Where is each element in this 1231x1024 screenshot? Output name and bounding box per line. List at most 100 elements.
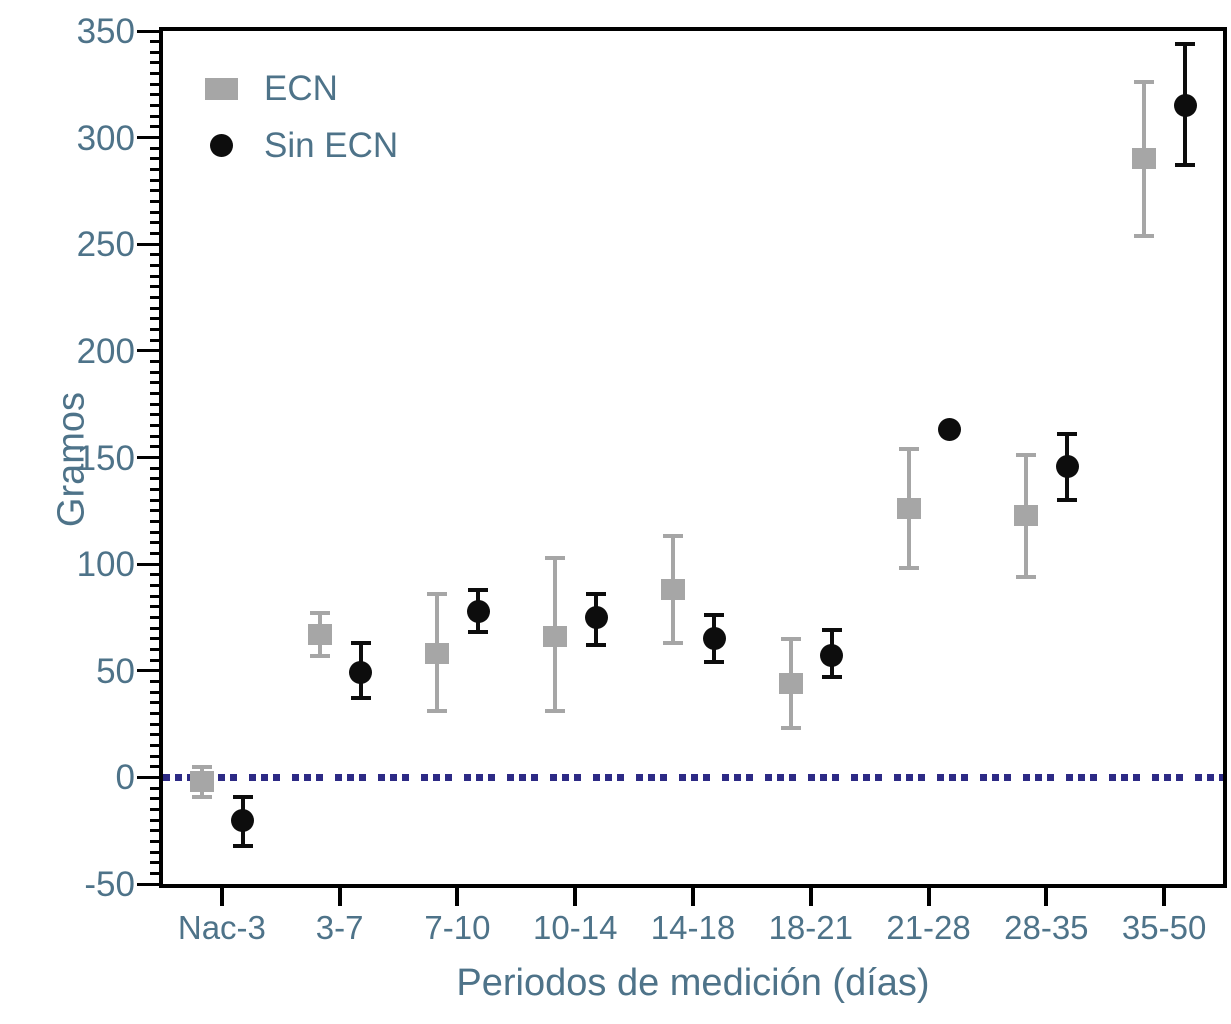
- data-point-marker-ECN: [1014, 504, 1039, 526]
- x-tick: [808, 884, 813, 906]
- y-minor-tick: [150, 360, 163, 364]
- x-tick-label: 7-10: [424, 909, 491, 946]
- data-point-marker-ECN: [661, 579, 685, 601]
- legend: ECN Sin ECN: [205, 60, 398, 174]
- zero-reference-line: [163, 773, 1223, 781]
- x-tick: [926, 884, 931, 906]
- error-bar-cap-top: [1016, 453, 1037, 458]
- x-tick: [337, 884, 342, 906]
- data-point-marker-Sin ECN: [820, 644, 844, 668]
- y-minor-tick: [150, 285, 163, 289]
- x-tick-label: 3-7: [315, 909, 364, 946]
- y-minor-tick: [150, 61, 163, 65]
- error-bar-cap-bottom: [1057, 498, 1078, 503]
- data-point-marker-Sin ECN: [938, 418, 962, 442]
- error-bar-cap-bottom: [232, 843, 253, 848]
- y-minor-tick: [150, 392, 163, 396]
- data-point-marker-Sin ECN: [1173, 94, 1197, 118]
- error-bar-cap-bottom: [704, 660, 724, 665]
- x-tick-label: 35-50: [1121, 909, 1207, 946]
- y-minor-tick: [150, 509, 163, 513]
- y-minor-tick: [150, 296, 163, 300]
- y-minor-tick: [150, 818, 163, 822]
- error-bar-cap-top: [468, 587, 489, 592]
- data-point-marker-ECN: [543, 626, 568, 648]
- y-major-tick: [137, 29, 163, 33]
- y-minor-tick: [150, 519, 163, 523]
- y-minor-tick: [150, 253, 163, 257]
- y-major-tick: [137, 136, 163, 140]
- data-point-marker-Sin ECN: [1055, 454, 1079, 478]
- y-minor-tick: [150, 125, 163, 129]
- y-minor-tick: [150, 328, 163, 332]
- data-point-marker-ECN: [1132, 148, 1157, 170]
- y-minor-tick: [150, 338, 163, 342]
- error-bar-cap-top: [704, 613, 724, 618]
- error-bar-cap-bottom: [663, 641, 683, 646]
- y-minor-tick: [150, 93, 163, 97]
- data-point-marker-Sin ECN: [702, 627, 726, 651]
- data-point-marker-ECN: [189, 771, 214, 793]
- x-axis-title: Periodos de medición (días): [456, 962, 930, 1004]
- error-bar-cap-top: [586, 591, 607, 596]
- x-tick: [1162, 884, 1167, 906]
- y-minor-tick: [150, 583, 163, 587]
- y-minor-tick: [150, 829, 163, 833]
- data-point-marker-Sin ECN: [584, 605, 608, 629]
- y-minor-tick: [150, 424, 163, 427]
- legend-label-ecn: ECN: [264, 68, 338, 108]
- y-major-tick: [137, 242, 163, 246]
- y-major-tick: [137, 562, 163, 566]
- y-minor-tick: [150, 647, 163, 651]
- y-minor-tick: [150, 690, 163, 694]
- y-minor-tick: [150, 573, 163, 577]
- error-bar-cap-bottom: [427, 709, 448, 714]
- y-minor-tick: [150, 82, 163, 86]
- error-bar-cap-bottom: [350, 696, 371, 701]
- y-tick-label: 200: [76, 331, 135, 371]
- error-bar-cap-bottom: [1134, 233, 1155, 238]
- error-bar-cap-bottom: [309, 653, 330, 658]
- y-minor-tick: [150, 765, 163, 769]
- y-major-tick: [137, 456, 163, 459]
- y-minor-tick: [150, 434, 163, 438]
- error-bar-cap-top: [545, 555, 566, 560]
- y-minor-tick: [150, 754, 163, 758]
- y-minor-tick: [150, 711, 163, 715]
- y-minor-tick: [150, 317, 163, 321]
- y-minor-tick: [150, 40, 163, 44]
- y-minor-tick: [150, 733, 163, 737]
- y-tick-label: 150: [76, 438, 135, 478]
- y-minor-tick: [150, 487, 163, 491]
- y-tick-label: 50: [96, 651, 135, 691]
- error-bar-cap-top: [350, 641, 371, 646]
- error-bar-cap-bottom: [468, 630, 489, 635]
- data-point-marker-ECN: [778, 673, 803, 695]
- y-minor-tick: [150, 232, 163, 236]
- y-minor-tick: [150, 146, 163, 150]
- y-minor-tick: [150, 445, 163, 449]
- error-bar-cap-top: [309, 611, 330, 616]
- y-minor-tick: [150, 72, 163, 76]
- error-bar-cap-top: [1057, 432, 1078, 437]
- x-tick: [573, 884, 578, 906]
- y-minor-tick: [150, 605, 163, 609]
- y-minor-tick: [150, 861, 163, 865]
- data-point-marker-ECN: [425, 643, 450, 665]
- error-bar-cap-top: [663, 534, 683, 539]
- error-bar-cap-top: [1175, 41, 1196, 46]
- y-minor-tick: [150, 850, 163, 854]
- y-tick-label: 0: [115, 758, 135, 798]
- y-minor-tick: [150, 594, 163, 598]
- x-tick: [219, 884, 224, 906]
- y-minor-tick: [150, 551, 163, 555]
- y-minor-tick: [150, 807, 163, 811]
- y-tick-label: 250: [76, 225, 135, 265]
- y-minor-tick: [150, 701, 163, 705]
- y-minor-tick: [150, 168, 163, 172]
- x-tick-label: 18-21: [768, 909, 853, 946]
- y-minor-tick: [150, 498, 163, 502]
- y-minor-tick: [150, 178, 163, 182]
- y-minor-tick: [150, 839, 163, 843]
- x-tick-label: 10-14: [533, 909, 618, 946]
